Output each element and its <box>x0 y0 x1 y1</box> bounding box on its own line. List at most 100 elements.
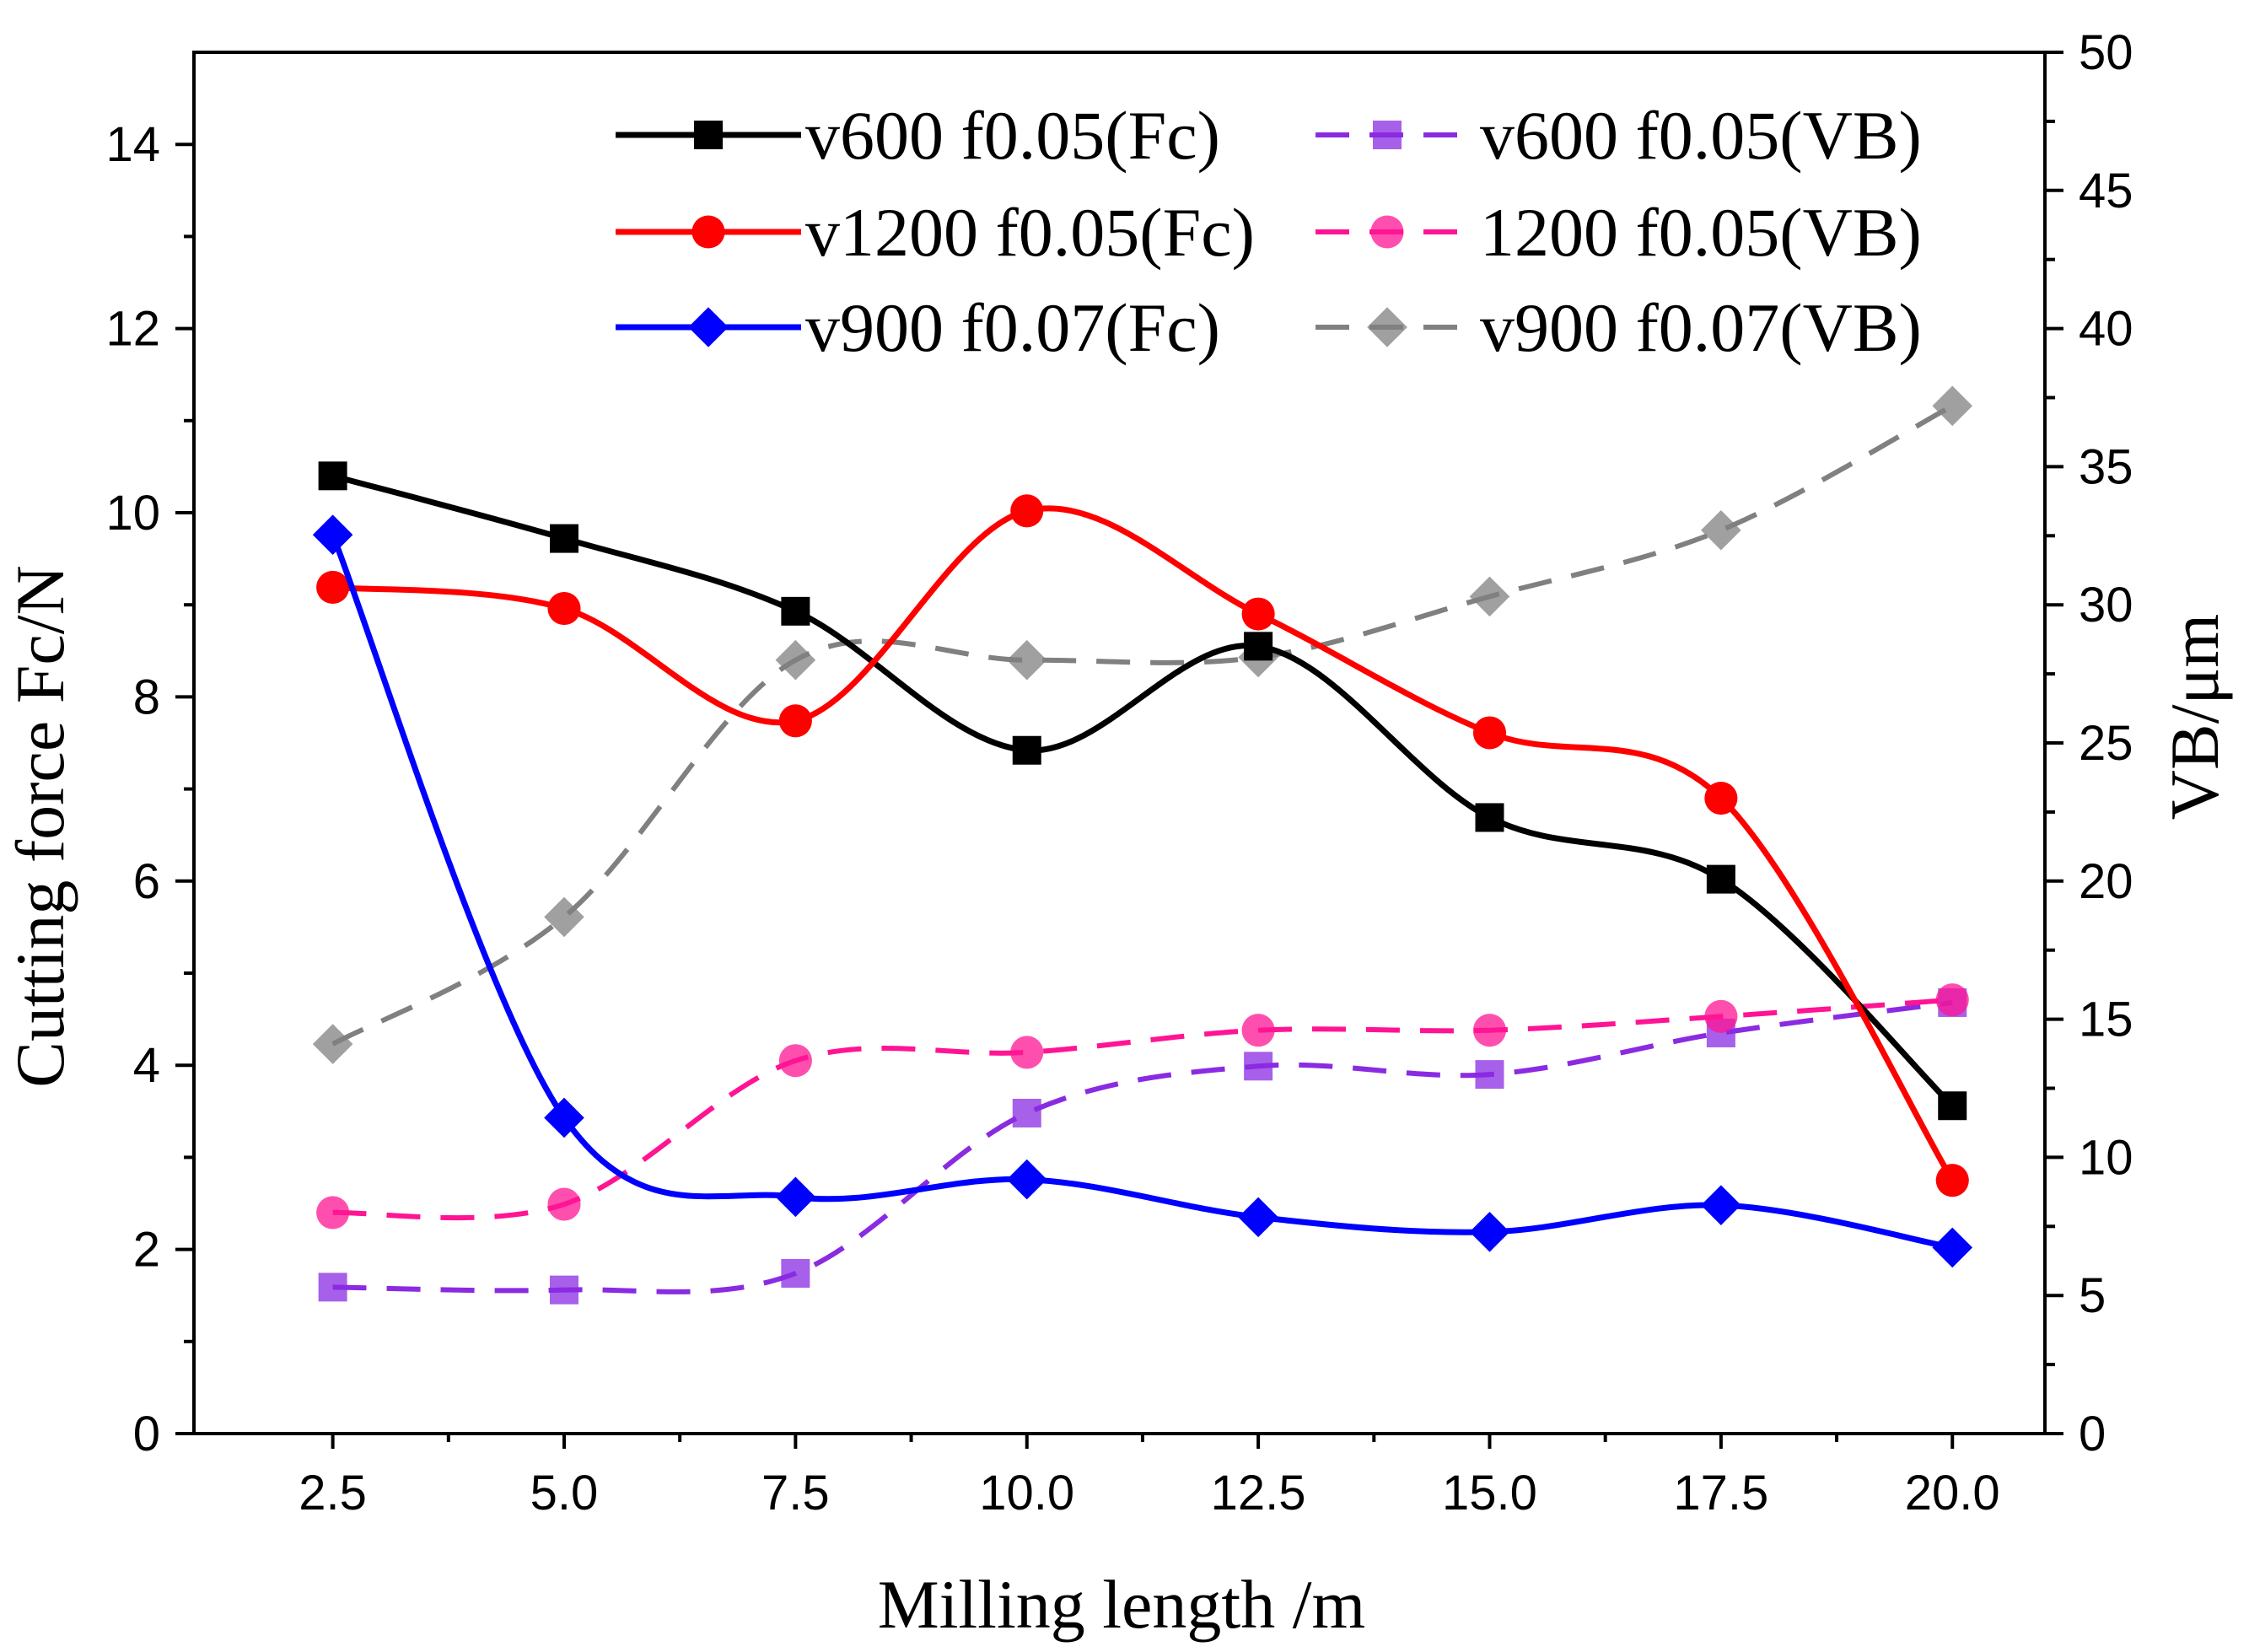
y-tick-label: 0 <box>133 1407 160 1461</box>
y-tick-label: 2 <box>133 1223 160 1278</box>
data-point <box>775 639 816 681</box>
data-point <box>547 1187 581 1221</box>
y2-tick-label: 10 <box>2079 1130 2133 1185</box>
data-point <box>1935 983 1969 1017</box>
x-tick-label: 20.0 <box>1905 1466 2000 1520</box>
x-tick-label: 12.5 <box>1211 1466 1306 1520</box>
y2-tick-label: 30 <box>2079 578 2133 632</box>
series-4 <box>316 983 1969 1230</box>
y2-tick-label: 35 <box>2079 439 2133 494</box>
legend-item: v900 f0.07(VB) <box>1316 289 1922 366</box>
data-point <box>1006 1159 1047 1200</box>
series-1 <box>316 494 1969 1197</box>
data-point <box>316 1196 350 1230</box>
series-line <box>332 997 1953 1221</box>
y2-tick-label: 15 <box>2079 993 2133 1047</box>
y2-tick-label: 40 <box>2079 302 2133 357</box>
legend-marker <box>694 121 723 149</box>
data-point <box>1475 803 1504 832</box>
y2-tick-label: 20 <box>2079 854 2133 909</box>
data-point <box>318 461 347 491</box>
y-tick-label: 14 <box>105 117 160 172</box>
legend: v600 f0.05(Fc) v1200 f0.05(Fc) v900 f0.07(… <box>616 97 1922 366</box>
data-point <box>318 1273 347 1302</box>
x-tick-label: 10.0 <box>979 1466 1074 1520</box>
data-point <box>1704 781 1738 815</box>
x-tick-label: 7.5 <box>761 1466 830 1520</box>
data-point <box>547 592 581 626</box>
legend-item: 1200 f0.05(VB) <box>1316 194 1922 271</box>
data-point <box>316 570 350 605</box>
y2-tick-label: 25 <box>2079 716 2133 771</box>
x-tick-label: 5.0 <box>530 1466 599 1520</box>
x-tick-label: 15.0 <box>1442 1466 1537 1520</box>
series-3 <box>318 987 1967 1305</box>
legend-label: v600 f0.05(VB) <box>1480 97 1922 174</box>
y-tick-label: 12 <box>105 302 160 357</box>
data-point <box>781 596 810 626</box>
legend-label: v900 f0.07(VB) <box>1480 289 1922 366</box>
legend-item: v600 f0.05(VB) <box>1316 97 1922 174</box>
data-point <box>1472 1014 1507 1047</box>
data-point <box>1932 385 1973 427</box>
data-point <box>1938 1091 1967 1121</box>
x-tick-label: 2.5 <box>299 1466 367 1520</box>
data-point <box>1472 716 1507 750</box>
data-point <box>778 704 812 738</box>
data-point <box>1704 999 1738 1033</box>
y2-tick-label: 0 <box>2079 1407 2106 1461</box>
data-point <box>778 1044 812 1078</box>
legend-label: v600 f0.05(Fc) <box>805 97 1220 174</box>
y-axis-title: Cutting force Fc/N <box>2 565 78 1087</box>
data-point <box>1701 509 1741 551</box>
data-point <box>1469 576 1510 617</box>
y2-axis-title: VB/μm <box>2156 614 2233 820</box>
data-point <box>1935 1164 1969 1197</box>
y-tick-label: 4 <box>133 1038 160 1093</box>
data-point <box>544 1097 584 1138</box>
data-point <box>1244 632 1273 661</box>
legend-marker <box>688 307 729 347</box>
legend-marker <box>691 215 725 249</box>
data-point <box>1012 735 1041 765</box>
data-point <box>1241 1014 1275 1047</box>
data-point <box>1238 1197 1278 1238</box>
legend-marker <box>1373 121 1402 149</box>
series-line <box>331 472 1955 1108</box>
data-point <box>781 1258 810 1288</box>
y-tick-label: 8 <box>133 670 160 724</box>
series-layer <box>312 385 1973 1305</box>
data-point <box>1244 1052 1273 1081</box>
data-point <box>1706 864 1735 894</box>
legend-item: v600 f0.05(Fc) <box>616 97 1220 174</box>
data-point <box>312 514 353 556</box>
data-point <box>1475 1060 1504 1090</box>
y2-tick-label: 45 <box>2079 164 2133 218</box>
y-tick-label: 10 <box>105 486 160 541</box>
data-point <box>1006 639 1047 681</box>
data-point <box>1932 1227 1973 1268</box>
data-point <box>312 1024 353 1064</box>
legend-marker <box>1370 215 1404 249</box>
data-point <box>1701 1185 1741 1225</box>
y-tick-label: 6 <box>133 854 160 909</box>
series-5 <box>312 385 1973 1064</box>
series-line <box>332 999 1953 1294</box>
series-0 <box>318 461 1967 1121</box>
series-line <box>330 533 1953 1251</box>
x-tick-label: 17.5 <box>1673 1466 1768 1520</box>
data-point <box>550 524 578 553</box>
data-point <box>544 896 584 938</box>
legend-label: v1200 f0.05(Fc) <box>805 194 1255 271</box>
data-point <box>775 1176 816 1218</box>
legend-marker <box>1367 307 1407 347</box>
legend-item: v900 f0.07(Fc) <box>616 289 1220 366</box>
legend-label: v900 f0.07(Fc) <box>805 289 1220 366</box>
data-point <box>550 1275 578 1305</box>
data-point <box>1469 1212 1510 1252</box>
data-point <box>1010 494 1044 528</box>
data-point <box>1241 597 1275 631</box>
series-2 <box>312 514 1973 1268</box>
